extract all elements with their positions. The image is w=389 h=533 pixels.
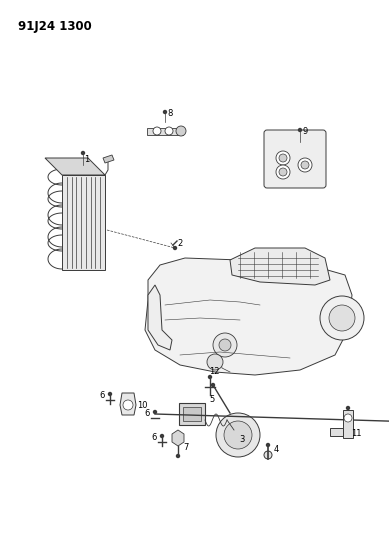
Circle shape <box>153 127 161 135</box>
Circle shape <box>298 128 301 132</box>
Circle shape <box>209 376 212 378</box>
Bar <box>183 407 201 421</box>
Circle shape <box>176 126 186 136</box>
Circle shape <box>276 165 290 179</box>
Circle shape <box>82 151 84 155</box>
Circle shape <box>212 384 214 386</box>
Circle shape <box>320 296 364 340</box>
Circle shape <box>177 455 179 457</box>
Polygon shape <box>145 258 352 375</box>
Circle shape <box>264 451 272 459</box>
Circle shape <box>279 154 287 162</box>
Text: 3: 3 <box>239 435 245 445</box>
Bar <box>330 428 343 436</box>
Circle shape <box>301 161 309 169</box>
Polygon shape <box>172 430 184 446</box>
Text: 10: 10 <box>137 400 147 409</box>
FancyBboxPatch shape <box>264 130 326 188</box>
Circle shape <box>123 400 133 410</box>
Circle shape <box>276 151 290 165</box>
Text: 11: 11 <box>351 429 361 438</box>
Text: 7: 7 <box>183 443 189 453</box>
Text: 12: 12 <box>209 367 219 376</box>
Circle shape <box>109 392 112 395</box>
Polygon shape <box>148 285 172 350</box>
Bar <box>343 410 353 438</box>
Text: 2: 2 <box>177 238 182 247</box>
Polygon shape <box>120 393 136 415</box>
Text: 91J24 1300: 91J24 1300 <box>18 20 92 33</box>
Circle shape <box>329 305 355 331</box>
Circle shape <box>266 443 270 447</box>
Circle shape <box>161 434 163 438</box>
Polygon shape <box>147 128 183 135</box>
Circle shape <box>165 127 173 135</box>
Text: 4: 4 <box>273 446 279 455</box>
Text: 6: 6 <box>99 391 105 400</box>
Circle shape <box>173 246 177 249</box>
Circle shape <box>224 421 252 449</box>
Circle shape <box>154 410 156 414</box>
Circle shape <box>279 168 287 176</box>
Circle shape <box>163 110 166 114</box>
Text: 1: 1 <box>84 156 89 165</box>
Circle shape <box>213 333 237 357</box>
Polygon shape <box>62 175 105 270</box>
Text: 5: 5 <box>209 395 215 405</box>
Bar <box>179 403 205 425</box>
Text: 9: 9 <box>302 127 308 136</box>
Text: 6: 6 <box>151 432 157 441</box>
Circle shape <box>298 158 312 172</box>
Text: 6: 6 <box>144 408 150 417</box>
Circle shape <box>207 354 223 370</box>
Circle shape <box>219 339 231 351</box>
Text: 8: 8 <box>167 109 173 118</box>
Polygon shape <box>230 248 330 285</box>
Circle shape <box>344 414 352 422</box>
Circle shape <box>216 413 260 457</box>
Polygon shape <box>45 158 105 175</box>
Polygon shape <box>103 155 114 163</box>
Circle shape <box>347 407 349 409</box>
